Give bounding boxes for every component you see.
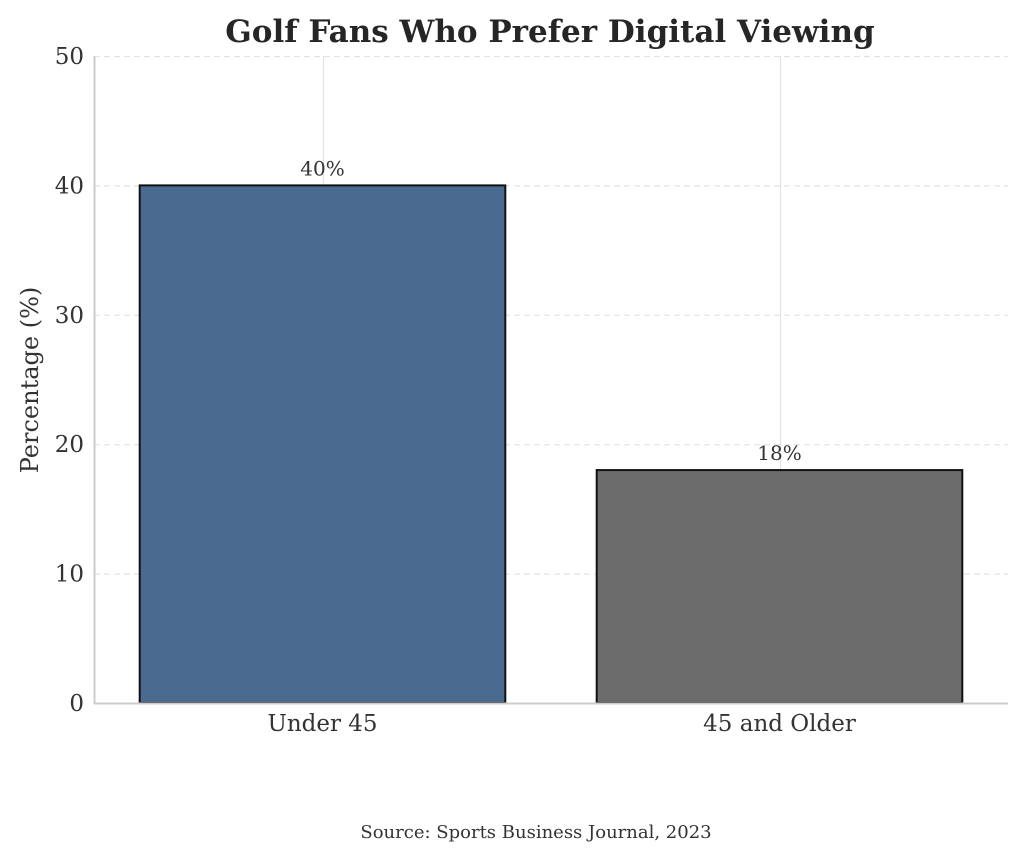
y-tick-label: 20 — [55, 432, 84, 458]
axes-layer — [93, 56, 1008, 705]
y-tick-label: 40 — [55, 173, 84, 199]
data-label: 40% — [300, 156, 344, 180]
data-labels: 40% 18% — [300, 156, 801, 465]
x-tick-label: 45 and Older — [703, 711, 856, 737]
x-tick-labels: Under 45 45 and Older — [267, 711, 855, 737]
x-tick-label: Under 45 — [267, 711, 377, 737]
bar-under-45 — [138, 184, 507, 704]
y-tick-label: 10 — [55, 562, 84, 588]
y-axis-label: Percentage (%) — [16, 287, 44, 474]
bar-45-and-older — [595, 469, 964, 704]
bars-layer — [138, 184, 964, 704]
y-tick-label: 0 — [69, 691, 84, 717]
y-tick-labels: 0 10 20 30 40 50 — [55, 44, 84, 717]
source-note: Source: Sports Business Journal, 2023 — [360, 822, 711, 843]
chart-title: Golf Fans Who Prefer Digital Viewing — [225, 14, 874, 50]
data-label: 18% — [757, 441, 801, 465]
y-tick-label: 30 — [55, 303, 84, 329]
y-tick-label: 50 — [55, 44, 84, 70]
